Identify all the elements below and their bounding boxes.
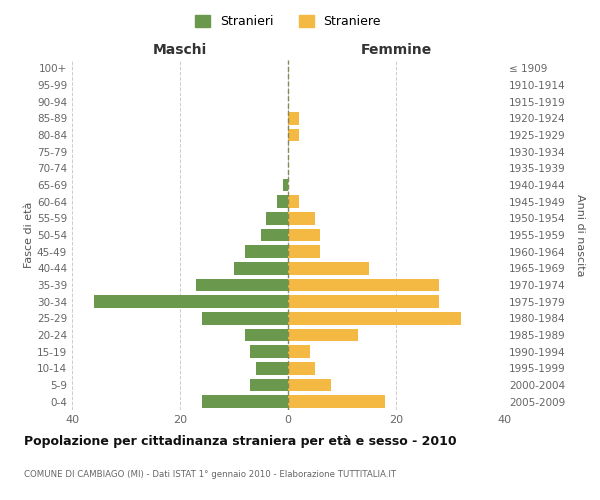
Bar [256, 362, 288, 374]
Bar [196, 279, 288, 291]
Text: Femmine: Femmine [361, 42, 431, 56]
Bar [277, 196, 288, 208]
Bar [288, 246, 320, 258]
Bar [288, 346, 310, 358]
Bar [288, 312, 461, 324]
Bar [288, 362, 315, 374]
Text: Maschi: Maschi [153, 42, 207, 56]
Bar [94, 296, 288, 308]
Bar [288, 396, 385, 408]
Y-axis label: Fasce di età: Fasce di età [24, 202, 34, 268]
Bar [261, 229, 288, 241]
Bar [250, 379, 288, 391]
Bar [245, 246, 288, 258]
Bar [288, 112, 299, 124]
Bar [288, 229, 320, 241]
Bar [250, 346, 288, 358]
Bar [234, 262, 288, 274]
Text: COMUNE DI CAMBIAGO (MI) - Dati ISTAT 1° gennaio 2010 - Elaborazione TUTTITALIA.I: COMUNE DI CAMBIAGO (MI) - Dati ISTAT 1° … [24, 470, 396, 479]
Bar [288, 296, 439, 308]
Bar [202, 396, 288, 408]
Bar [288, 196, 299, 208]
Bar [288, 129, 299, 141]
Bar [245, 329, 288, 341]
Legend: Stranieri, Straniere: Stranieri, Straniere [190, 10, 386, 34]
Text: Popolazione per cittadinanza straniera per età e sesso - 2010: Popolazione per cittadinanza straniera p… [24, 435, 457, 448]
Bar [288, 379, 331, 391]
Bar [288, 262, 369, 274]
Bar [283, 179, 288, 192]
Bar [288, 212, 315, 224]
Y-axis label: Anni di nascita: Anni di nascita [575, 194, 585, 276]
Bar [288, 279, 439, 291]
Bar [288, 329, 358, 341]
Bar [266, 212, 288, 224]
Bar [202, 312, 288, 324]
